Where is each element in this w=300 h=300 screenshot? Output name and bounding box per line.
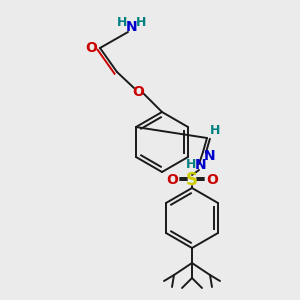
Text: N: N: [195, 158, 207, 172]
Text: O: O: [132, 85, 144, 99]
Text: H: H: [117, 16, 127, 28]
Text: H: H: [186, 158, 196, 172]
Text: N: N: [126, 20, 138, 34]
Text: H: H: [210, 124, 220, 137]
Text: O: O: [206, 173, 218, 187]
Text: H: H: [136, 16, 146, 28]
Text: S: S: [186, 171, 198, 189]
Text: N: N: [204, 149, 216, 163]
Text: O: O: [166, 173, 178, 187]
Text: O: O: [85, 41, 97, 55]
